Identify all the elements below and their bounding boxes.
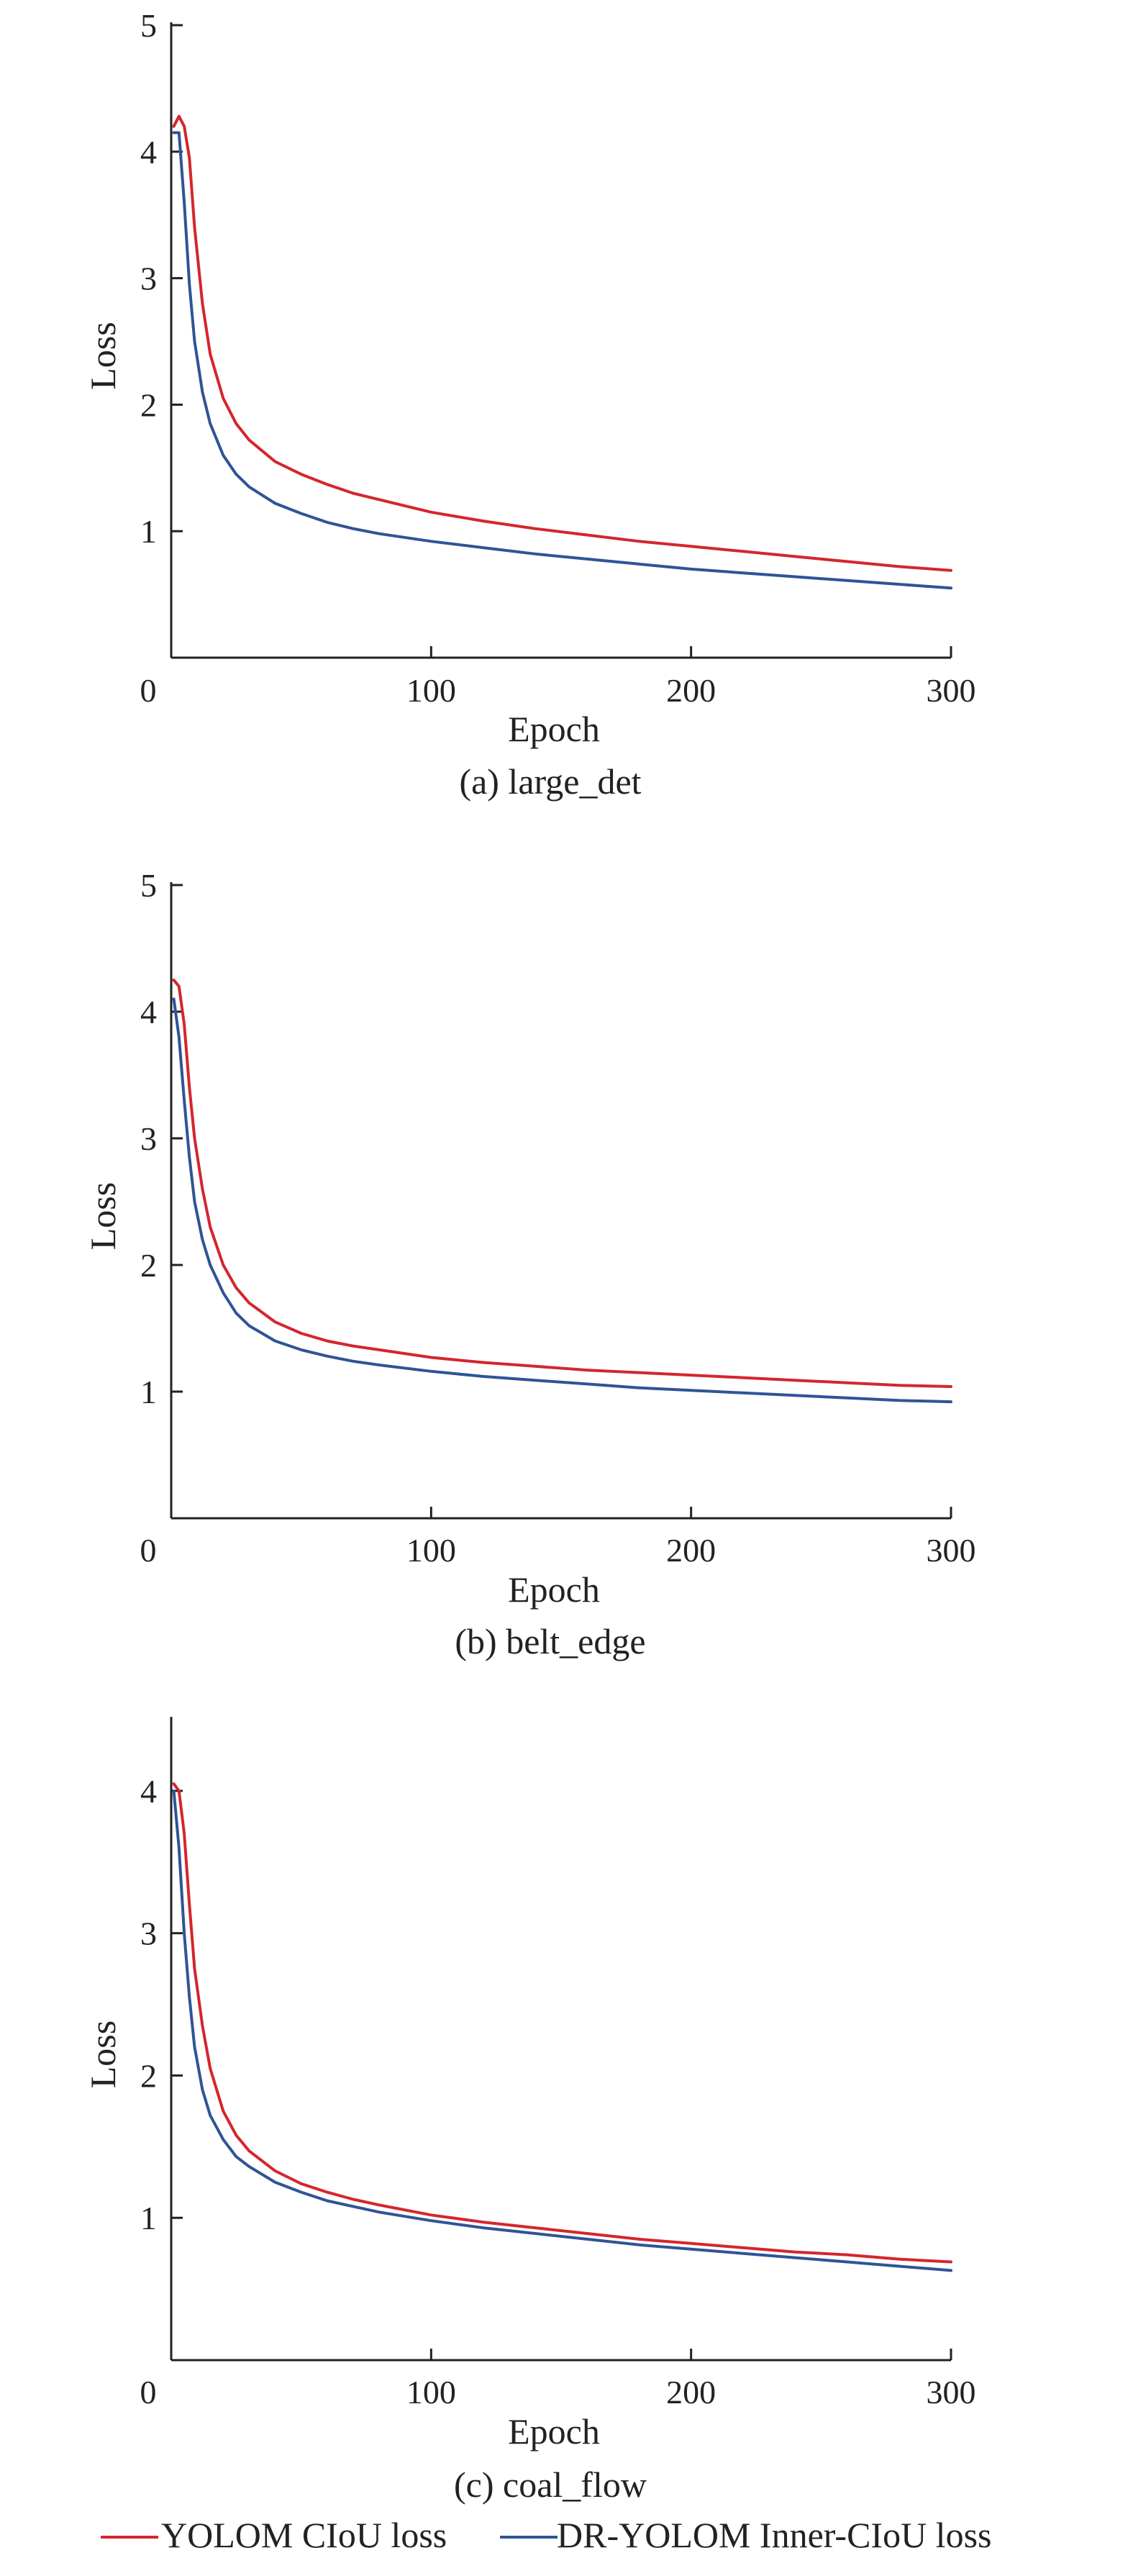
chart-caption: (c) coal_flow — [454, 2464, 647, 2505]
y-tick-label: 2 — [140, 1247, 157, 1284]
chart-panel-1: 1 2 3 4 5 0 100 200 300 Epoch Loss (a) large_det — [83, 7, 976, 802]
y-tick-label: 2 — [140, 2057, 157, 2094]
x-tick-label: 0 — [140, 672, 157, 709]
legend: YOLOM CIoU loss DR-YOLOM Inner-CIoU loss — [101, 2515, 992, 2555]
y-tick-label: 1 — [140, 1374, 157, 1410]
y-axis-title: Loss — [83, 1182, 123, 1250]
series-line-inner-ciou — [172, 131, 952, 590]
chart-caption: (a) large_det — [459, 761, 641, 802]
x-tick-label: 100 — [406, 1532, 456, 1569]
chart-panel-2: 1 2 3 4 5 0 100 200 300 Epoch Loss (b) belt_edge — [83, 867, 976, 1661]
x-tick-label: 300 — [927, 672, 976, 709]
y-axis-title: Loss — [83, 2021, 123, 2088]
y-tick-label: 4 — [140, 1773, 157, 1810]
x-axis-title: Epoch — [508, 709, 600, 749]
x-tick-label: 0 — [140, 2374, 157, 2411]
y-tick-label: 1 — [140, 513, 157, 550]
series-line-inner-ciou — [172, 1789, 952, 2272]
x-axis-title: Epoch — [508, 2411, 600, 2452]
x-tick-label: 0 — [140, 1532, 157, 1569]
y-tick-label: 1 — [140, 2200, 157, 2236]
y-tick-label: 2 — [140, 386, 157, 423]
y-tick-label: 3 — [140, 1120, 157, 1157]
chart-caption: (b) belt_edge — [455, 1621, 645, 1661]
y-tick-label: 4 — [140, 994, 157, 1030]
x-tick-label: 100 — [406, 672, 456, 709]
x-tick-label: 300 — [927, 1532, 976, 1569]
legend-label-ciou: YOLOM CIoU loss — [161, 2515, 447, 2555]
x-axis-title: Epoch — [508, 1569, 600, 1610]
y-tick-label: 3 — [140, 260, 157, 297]
x-tick-label: 300 — [927, 2374, 976, 2411]
y-tick-label: 3 — [140, 1915, 157, 1952]
legend-label-inner-ciou: DR-YOLOM Inner-CIoU loss — [557, 2515, 992, 2555]
y-tick-label: 5 — [140, 867, 157, 904]
series-line-inner-ciou — [172, 997, 952, 1404]
y-tick-label: 4 — [140, 134, 157, 171]
series-line-ciou — [172, 114, 952, 572]
x-tick-label: 200 — [666, 1532, 716, 1569]
x-tick-label: 100 — [406, 2374, 456, 2411]
series-line-ciou — [172, 979, 952, 1388]
chart-panel-3: 1 2 3 4 0 100 200 300 Epoch Loss (c) coal_flow — [83, 1717, 976, 2505]
y-axis-title: Loss — [83, 322, 123, 389]
series-line-ciou — [172, 1782, 952, 2264]
x-tick-label: 200 — [666, 672, 716, 709]
y-tick-label: 5 — [140, 7, 157, 44]
x-tick-label: 200 — [666, 2374, 716, 2411]
